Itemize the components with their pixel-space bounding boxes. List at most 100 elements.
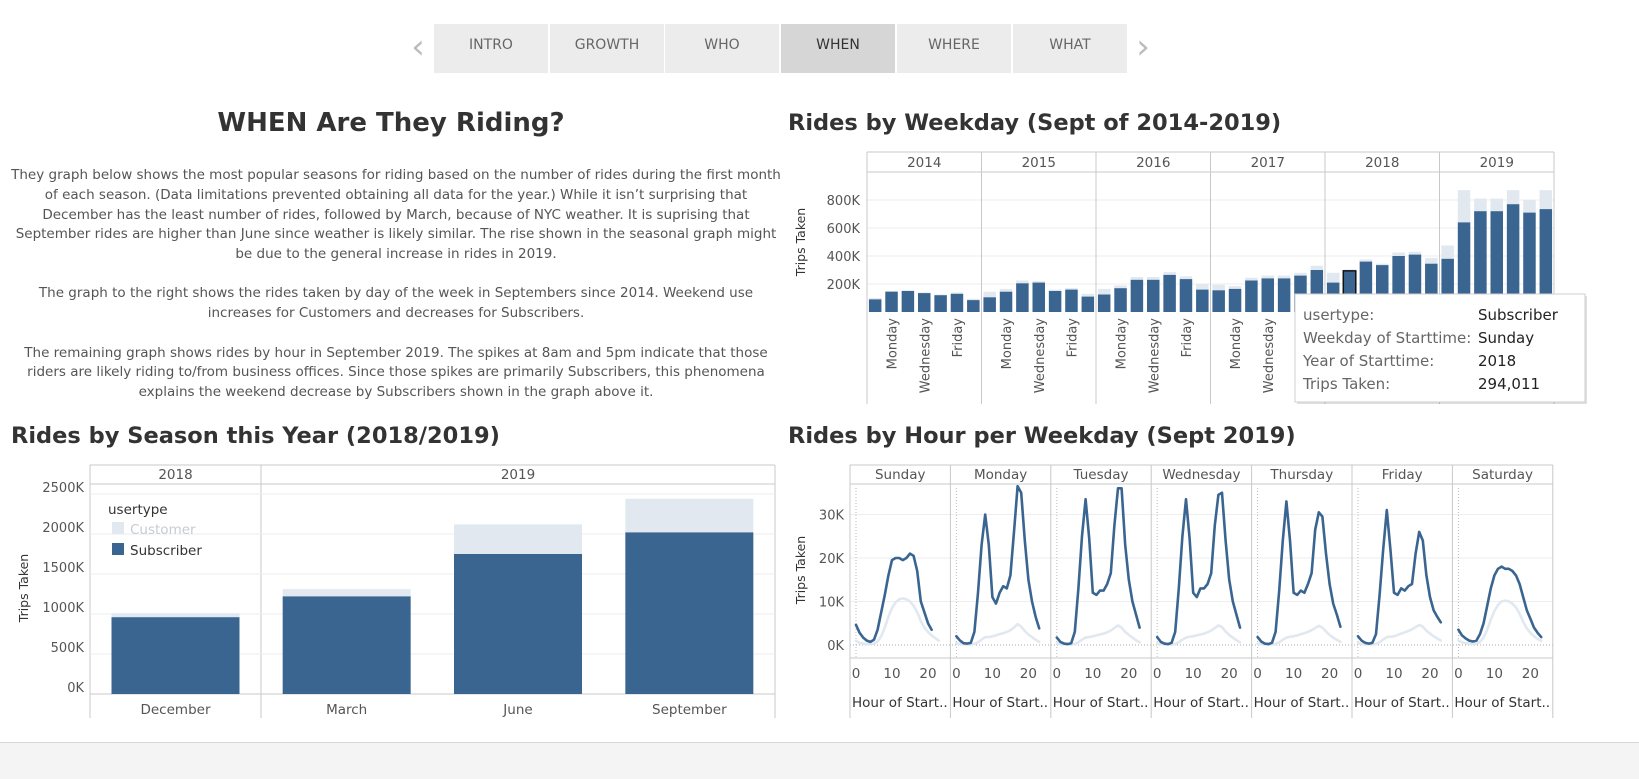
y-tick-label: 200K	[827, 278, 861, 293]
season-chart-title: Rides by Season this Year (2018/2019)	[11, 423, 500, 449]
intro-text: They graph below shows the most popular …	[8, 166, 784, 422]
tooltip-value: 2018	[1478, 352, 1516, 370]
tooltip-value: Sunday	[1478, 329, 1534, 347]
bar-customer	[1441, 245, 1454, 259]
panel-label: Wednesday	[1162, 467, 1240, 483]
line-customer	[1055, 624, 1141, 646]
x-tick-label: 0	[1153, 666, 1162, 682]
x-tick-label: 20	[1020, 666, 1037, 682]
x-tick-label: 10	[1084, 666, 1101, 682]
bar-customer	[1523, 200, 1536, 213]
x-tick-label: 10	[1285, 666, 1302, 682]
x-tick-label: 10	[883, 666, 900, 682]
bar-subscriber	[1179, 279, 1193, 312]
tab-where[interactable]: WHERE	[897, 24, 1011, 73]
bar-subscriber	[1228, 288, 1242, 312]
bar-customer	[1114, 285, 1127, 289]
x-tick-label: December	[140, 702, 210, 718]
x-tick-label: 10	[984, 666, 1001, 682]
bar-customer	[999, 288, 1013, 292]
y-tick-label: 1000K	[42, 601, 84, 616]
bar-subscriber	[1212, 290, 1225, 312]
bar-customer	[454, 524, 582, 554]
x-tick-label: 20	[919, 666, 936, 682]
x-tick-label: 20	[1522, 666, 1539, 682]
x-tick-label: 0	[1253, 666, 1262, 682]
panel-label: Saturday	[1472, 467, 1533, 483]
tab-intro[interactable]: INTRO	[434, 24, 548, 73]
y-tick-label: 600K	[827, 222, 861, 237]
bar-subscriber	[967, 300, 980, 312]
x-axis-title: Hour of Start..	[1254, 695, 1350, 711]
line-subscriber	[1155, 491, 1242, 646]
y-tick-label: 500K	[51, 641, 85, 656]
bar-subscriber	[1081, 296, 1095, 312]
legend-swatch-customer	[112, 522, 124, 534]
bar-customer	[1376, 263, 1389, 266]
x-tick-label: June	[502, 702, 532, 718]
line-subscriber	[955, 484, 1041, 645]
bar-subscriber	[282, 596, 411, 694]
x-tick-label: 0	[952, 666, 961, 682]
x-tick-label: March	[326, 702, 367, 718]
bar-customer	[1065, 288, 1078, 290]
y-tick-label: 1500K	[42, 561, 84, 576]
x-tick-label: Wednesday	[1262, 318, 1277, 394]
x-tick-label: 10	[1185, 666, 1202, 682]
tab-who[interactable]: WHO	[665, 24, 779, 73]
bar-customer	[1425, 258, 1438, 264]
bar-customer	[868, 298, 882, 300]
x-tick-label: September	[652, 702, 727, 718]
bar-customer	[934, 294, 947, 296]
bar-customer	[1212, 284, 1225, 291]
line-customer	[1256, 624, 1342, 646]
page-title: WHEN Are They Riding?	[217, 108, 565, 138]
bar-customer	[1359, 259, 1373, 262]
bar-subscriber	[1114, 288, 1127, 312]
tab-what[interactable]: WHAT	[1013, 24, 1127, 73]
bar-subscriber	[1474, 211, 1487, 312]
tooltip-label: usertype:	[1303, 306, 1374, 324]
line-customer	[955, 622, 1041, 646]
tab-when[interactable]: WHEN	[781, 24, 895, 73]
x-axis-title: Hour of Start..	[1354, 695, 1450, 711]
y-tick-label: 2000K	[42, 521, 84, 536]
bar-subscriber	[625, 532, 754, 694]
x-axis-title: Hour of Start..	[1153, 695, 1249, 711]
bar-customer	[950, 292, 964, 294]
bar-customer	[1179, 276, 1193, 280]
intro-paragraph-weekday: The graph to the right shows the rides t…	[38, 285, 754, 322]
line-customer	[854, 597, 941, 646]
chevron-right-icon[interactable]: ›	[1136, 27, 1150, 67]
y-tick-label: 800K	[827, 194, 861, 209]
line-subscriber	[854, 552, 933, 644]
legend-swatch-subscriber	[112, 543, 124, 555]
x-tick-label: 20	[1221, 666, 1238, 682]
bar-customer	[1163, 272, 1176, 275]
bar-subscriber	[1016, 283, 1029, 312]
line-subscriber	[1256, 500, 1342, 646]
bar-customer	[1392, 252, 1405, 256]
tab-growth[interactable]: GROWTH	[550, 24, 664, 73]
y-axis-title: Trips Taken	[16, 554, 31, 623]
x-tick-label: 0	[1053, 666, 1062, 682]
x-tick-label: Friday	[1065, 318, 1080, 358]
bar-customer	[1032, 281, 1045, 283]
x-tick-label: Wednesday	[1147, 318, 1162, 394]
x-tick-label: 20	[1120, 666, 1137, 682]
bar-customer	[1048, 289, 1062, 291]
x-tick-label: Friday	[951, 318, 966, 358]
bar-customer	[1245, 277, 1258, 281]
x-tick-label: Monday	[1115, 318, 1130, 370]
panel-label: 2016	[1136, 155, 1170, 171]
chevron-left-icon[interactable]: ‹	[411, 27, 425, 67]
bar-customer	[1474, 198, 1487, 212]
bar-customer	[983, 291, 996, 298]
y-tick-label: 10K	[819, 595, 845, 610]
line-subscriber	[1055, 486, 1141, 646]
x-axis-title: Hour of Start..	[1454, 695, 1550, 711]
bar-subscriber	[1196, 289, 1209, 312]
y-axis-title: Trips Taken	[793, 208, 808, 277]
tooltip-label: Year of Starttime:	[1302, 352, 1434, 370]
bar-customer	[1310, 265, 1324, 270]
